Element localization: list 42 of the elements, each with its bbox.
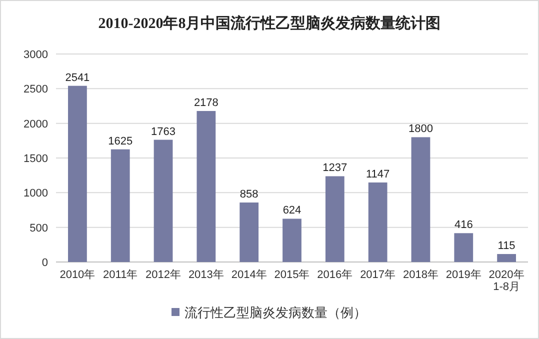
data-label: 1237 — [322, 162, 348, 174]
x-tick-label: 2010年 — [60, 269, 96, 281]
x-tick-label: 2012年 — [146, 269, 182, 281]
x-tick-label: 2020年1-8月 — [488, 269, 524, 293]
bar — [368, 182, 388, 262]
data-label: 1147 — [366, 168, 390, 180]
y-tick-label: 1000 — [24, 188, 48, 200]
data-label: 2178 — [194, 96, 218, 109]
x-tick-label: 2013年 — [188, 269, 224, 281]
bar — [68, 86, 87, 262]
y-tick-label: 3000 — [24, 49, 48, 61]
bar — [240, 202, 259, 262]
data-label: 858 — [240, 188, 258, 201]
data-label: 115 — [498, 240, 516, 252]
y-tick-label: 2000 — [24, 118, 48, 130]
data-label: 1763 — [151, 126, 176, 138]
y-tick-label: 1500 — [24, 153, 48, 165]
data-label: 416 — [454, 219, 473, 232]
x-tick-label: 2019年 — [446, 269, 482, 281]
data-label: 1800 — [408, 123, 433, 136]
x-tick-label: 2018年 — [402, 269, 438, 281]
bar — [454, 233, 474, 262]
bar — [325, 176, 344, 262]
bar — [411, 137, 430, 262]
data-label: 2541 — [65, 72, 90, 84]
bar — [154, 140, 173, 262]
bar — [282, 218, 302, 262]
x-tick-label: 2015年 — [274, 269, 310, 281]
x-tick-label: 2017年 — [360, 269, 396, 281]
x-tick-label: 2016年 — [317, 269, 353, 281]
bar — [110, 149, 130, 262]
bar — [497, 254, 516, 262]
x-tick-label: 2014年 — [231, 269, 267, 281]
y-tick-label: 500 — [30, 222, 48, 234]
data-label: 1625 — [108, 135, 133, 148]
bar — [196, 110, 216, 262]
data-label: 624 — [282, 204, 302, 217]
y-tick-label: 2500 — [24, 84, 48, 96]
legend: 流行性乙型脑炎发病数量（例） — [172, 305, 366, 320]
y-tick-label: 0 — [42, 257, 48, 269]
chart-title: 2010-2020年8月中国流行性乙型脑炎发病数量统计图 — [98, 14, 441, 32]
x-tick-label: 2011年 — [103, 269, 138, 281]
